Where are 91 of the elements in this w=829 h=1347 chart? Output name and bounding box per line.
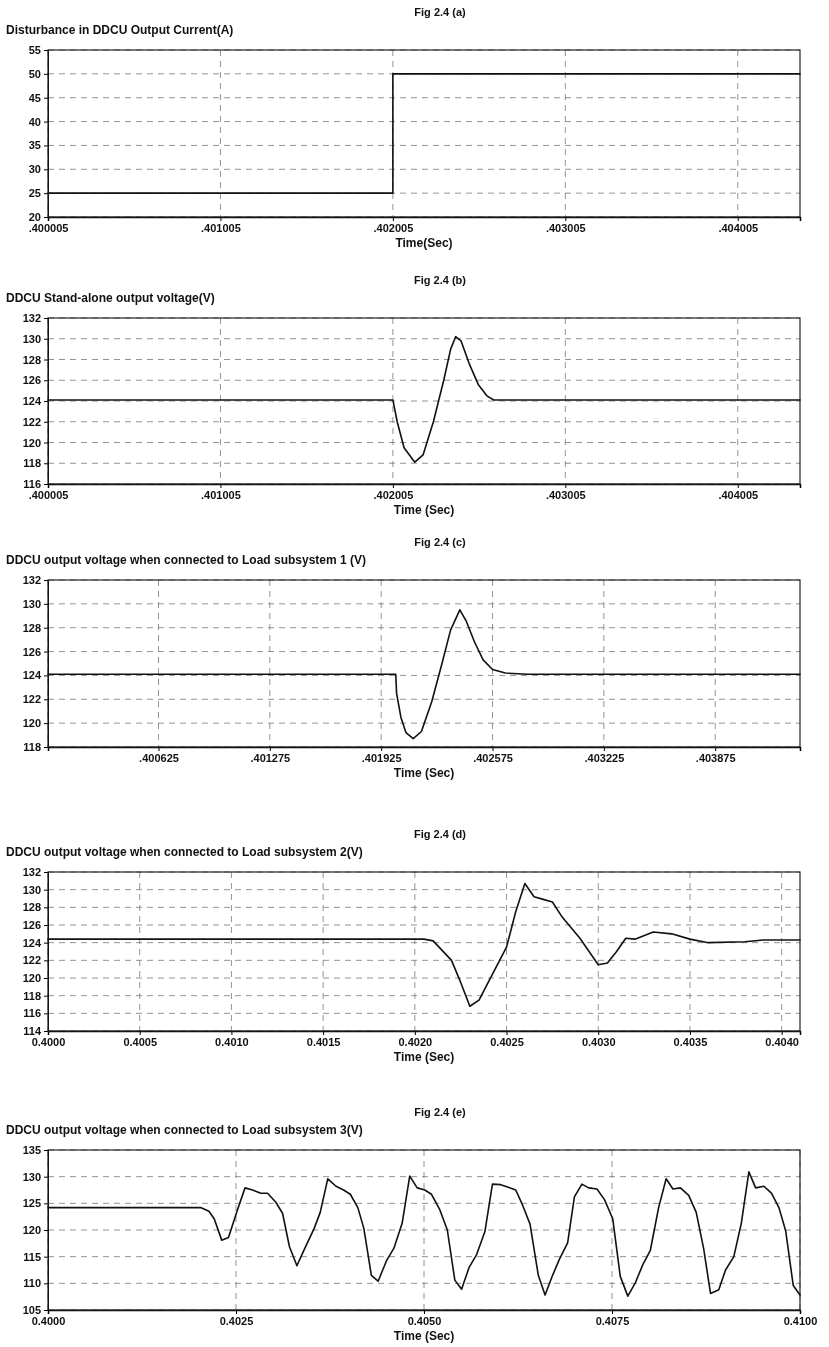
x-tick-label: 0.4075 (595, 1314, 630, 1327)
chart-title: Fig 2.4 (e) (414, 1106, 467, 1118)
y-tick-label: 130 (22, 332, 41, 345)
x-axis-title: Time (Sec) (393, 766, 455, 780)
x-tick-label: 0.4015 (306, 1035, 341, 1048)
x-tick-label: .401005 (201, 488, 241, 501)
x-tick-label: 0.4025 (490, 1035, 524, 1048)
y-tick-label: 132 (22, 312, 41, 325)
x-tick-label: 0.4000 (31, 1035, 66, 1048)
y-tick-label: 40 (28, 115, 41, 128)
x-tick-label: .403225 (584, 751, 625, 764)
y-tick-label: 122 (22, 415, 41, 428)
line-series (47, 882, 801, 1008)
x-tick-label: .403005 (545, 221, 586, 234)
line-series (47, 335, 801, 464)
x-tick-label: .402575 (473, 751, 513, 764)
x-tick-label: 0.4005 (123, 1035, 158, 1048)
y-tick-label: 132 (22, 866, 41, 879)
x-tick-label: 0.4000 (31, 1314, 66, 1327)
y-tick-label: 110 (23, 1277, 41, 1290)
x-tick-label: .400005 (28, 488, 69, 501)
x-tick-label: .400005 (28, 221, 69, 234)
y-tick-label: 116 (23, 478, 41, 491)
y-tick-label: 125 (22, 1197, 41, 1210)
y-tick-label: 25 (28, 187, 41, 200)
x-tick-label: .401005 (201, 221, 241, 234)
y-tick-label: 132 (22, 574, 41, 587)
x-tick-label: .403875 (695, 751, 736, 764)
x-tick-label: .404005 (718, 221, 759, 234)
y-tick-label: 126 (22, 374, 41, 387)
x-tick-label: 0.4025 (219, 1314, 254, 1327)
y-tick-label: 120 (22, 972, 41, 985)
y-tick-label: 130 (22, 597, 41, 610)
x-tick-label: .402005 (373, 488, 414, 501)
line-series (47, 1171, 801, 1297)
y-tick-label: 124 (22, 395, 42, 408)
y-tick-label: 122 (22, 954, 41, 967)
y-tick-label: 120 (22, 717, 41, 730)
y-tick-label: 50 (28, 67, 41, 80)
y-tick-label: 122 (22, 693, 41, 706)
y-tick-label: 128 (22, 353, 41, 366)
y-tick-label: 135 (22, 1144, 41, 1157)
chart-title: Fig 2.4 (b) (414, 274, 467, 286)
y-tick-label: 128 (22, 901, 41, 914)
y-tick-label: 30 (28, 163, 41, 176)
x-tick-label: .403005 (545, 488, 586, 501)
y-tick-label: 130 (22, 1170, 41, 1183)
y-tick-label: 118 (23, 457, 41, 470)
y-tick-label: 20 (28, 211, 41, 224)
y-tick-label: 55 (28, 44, 41, 57)
line-series (47, 609, 801, 740)
y-tick-label: 130 (22, 883, 41, 896)
y-tick-label: 105 (22, 1304, 41, 1317)
chart-title: Fig 2.4 (d) (414, 828, 467, 840)
y-axis-title: DDCU Stand-alone output voltage(V) (6, 291, 215, 305)
x-tick-label: 0.4040 (765, 1035, 799, 1048)
x-axis-title: Time (Sec) (393, 1050, 455, 1064)
x-tick-label: 0.4020 (398, 1035, 433, 1048)
y-tick-label: 128 (22, 621, 41, 634)
chart-title: Fig 2.4 (a) (414, 6, 467, 18)
x-tick-label: .401925 (361, 751, 402, 764)
y-tick-label: 45 (28, 91, 41, 104)
x-tick-label: 0.4035 (673, 1035, 708, 1048)
y-tick-label: 120 (22, 436, 41, 449)
y-axis-title: Disturbance in DDCU Output Current(A) (6, 23, 234, 37)
y-axis-title: DDCU output voltage when connected to Load subsystem 3(V) (6, 1123, 363, 1137)
x-tick-label: 0.4010 (215, 1035, 249, 1048)
x-axis-title: Time (Sec) (393, 1329, 455, 1343)
y-tick-label: 35 (28, 139, 41, 152)
y-tick-label: 126 (22, 919, 41, 932)
y-tick-label: 126 (22, 645, 41, 658)
x-tick-label: 0.4030 (581, 1035, 616, 1048)
y-tick-label: 118 (23, 741, 41, 754)
y-axis-title: DDCU output voltage when connected to Load subsystem 1 (V) (6, 553, 367, 567)
x-tick-label: 0.4050 (407, 1314, 442, 1327)
y-tick-label: 114 (23, 1025, 42, 1038)
y-tick-label: 124 (22, 936, 42, 949)
y-tick-label: 116 (23, 1007, 41, 1020)
x-tick-label: .404005 (718, 488, 759, 501)
y-tick-label: 124 (22, 669, 42, 682)
x-axis-title: Time(Sec) (395, 236, 453, 250)
x-tick-label: .402005 (373, 221, 414, 234)
chart-title: Fig 2.4 (c) (414, 536, 467, 548)
y-tick-label: 115 (23, 1250, 41, 1263)
x-tick-label: 0.4100 (783, 1314, 818, 1327)
x-tick-label: .401275 (250, 751, 291, 764)
x-tick-label: .400625 (139, 751, 179, 764)
y-axis-title: DDCU output voltage when connected to Load subsystem 2(V) (6, 845, 363, 859)
x-axis-title: Time (Sec) (393, 503, 455, 517)
y-tick-label: 118 (23, 989, 41, 1002)
y-tick-label: 120 (22, 1224, 41, 1237)
